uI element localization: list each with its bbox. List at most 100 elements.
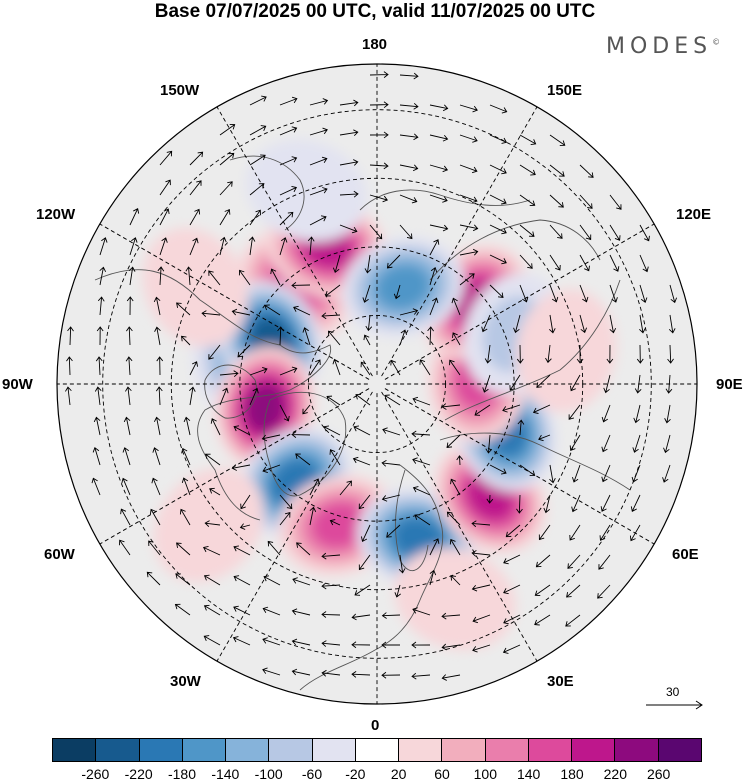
wind-arrow (639, 284, 648, 303)
wind-arrow (429, 164, 449, 173)
polar-map (56, 63, 698, 705)
wind-arrow (381, 671, 401, 679)
wind-arrow (381, 459, 401, 467)
wind-arrow (293, 305, 311, 316)
meridian-line (381, 391, 538, 662)
wind-arrow (412, 396, 431, 406)
wind-arrow (262, 667, 281, 676)
wind-arrow (429, 267, 438, 286)
colorbar-swatch (226, 739, 270, 761)
wind-arrow (159, 237, 168, 256)
wind-arrow (459, 273, 475, 286)
wind-arrow (545, 344, 552, 364)
wind-arrow (411, 430, 431, 438)
wind-arrow (384, 394, 401, 406)
colorbar-ticks: -260 -220 -180 -140 -100 -60 -20 20 60 100 140 180 2… (52, 766, 702, 783)
wind-arrow (309, 359, 321, 376)
wind-arrow (606, 344, 614, 364)
wind-arrow (536, 374, 551, 388)
wind-arrow (571, 494, 581, 513)
wind-arrow (549, 194, 564, 208)
label-lon-90w: 90W (2, 376, 33, 393)
wind-arrow (279, 211, 294, 226)
colorbar-tick-label: 20 (390, 766, 407, 782)
wind-arrow (126, 296, 134, 316)
wind-arrow (183, 416, 191, 436)
wind-arrow (233, 605, 251, 616)
wind-arrow (204, 520, 221, 527)
wind-arrow (567, 554, 581, 569)
colorbar-tick-label: -60 (301, 766, 323, 782)
colorbar-swatch (53, 739, 97, 761)
wind-arrow (176, 302, 191, 316)
wind-arrow (503, 614, 521, 625)
wind-arrow (472, 614, 491, 624)
wind-arrow (412, 457, 431, 466)
wind-arrow (609, 224, 621, 241)
wind-arrow (630, 494, 641, 512)
wind-arrow (636, 344, 644, 364)
wind-arrow (291, 668, 311, 676)
wind-arrow (232, 636, 251, 646)
wind-arrow (429, 194, 448, 203)
colorbar-swatch (399, 739, 443, 761)
colorbar-swatch (615, 739, 659, 761)
meridian-line (216, 391, 373, 662)
wind-arrow (489, 104, 508, 114)
wind-arrow (568, 404, 581, 420)
wind-arrow (456, 455, 464, 466)
anomaly-contour (142, 227, 248, 347)
wind-arrow (393, 284, 401, 300)
wind-arrow (399, 224, 413, 240)
wind-arrow (291, 281, 311, 289)
wind-arrow (398, 554, 406, 574)
wind-arrow (451, 297, 461, 316)
wind-arrow (321, 552, 341, 560)
wind-arrow (219, 370, 239, 377)
colorbar-tick-label: 100 (473, 766, 498, 782)
wind-arrow (576, 344, 584, 364)
anomaly-contour (153, 467, 264, 583)
wind-arrow (399, 133, 419, 141)
wind-arrow (632, 434, 641, 453)
wind-arrow (96, 326, 104, 346)
wind-arrow (296, 542, 311, 556)
wind-arrow (279, 96, 298, 106)
wind-arrow (323, 425, 341, 436)
wind-arrow (156, 356, 164, 376)
colorbar-swatch (312, 739, 356, 761)
wind-arrow (369, 224, 383, 240)
anomaly-contour (516, 288, 617, 413)
wind-vectors (65, 71, 678, 681)
meridian-line (384, 388, 655, 545)
label-lon-180: 180 (362, 36, 388, 53)
wind-arrow (279, 237, 288, 256)
colorbar-swatch (269, 739, 313, 761)
wind-arrow (399, 308, 419, 316)
wind-arrow (233, 545, 251, 556)
wind-arrow (189, 386, 196, 406)
wind-arrow (369, 71, 389, 78)
wind-arrow (153, 416, 161, 436)
wind-arrow (534, 614, 551, 626)
wind-arrow (532, 404, 551, 414)
wind-arrow (579, 284, 589, 303)
wind-arrow (125, 386, 132, 406)
wind-arrow (263, 575, 281, 586)
wind-arrow (339, 159, 359, 166)
wind-arrow (449, 359, 461, 376)
colorbar-tick-label: -100 (254, 766, 283, 782)
wind-arrow (543, 494, 551, 514)
wind-arrow (509, 374, 521, 391)
reference-vector: 30 (644, 685, 706, 715)
wind-arrow (535, 554, 551, 568)
wind-arrow (360, 524, 371, 543)
wind-arrow (279, 366, 298, 376)
wind-arrow (399, 194, 418, 204)
wind-arrow (219, 152, 235, 166)
wind-arrow (179, 508, 191, 526)
wind-arrow (459, 164, 478, 174)
wind-arrow (65, 386, 72, 406)
wind-arrow (309, 506, 317, 526)
label-lon-0: 0 (371, 717, 380, 734)
